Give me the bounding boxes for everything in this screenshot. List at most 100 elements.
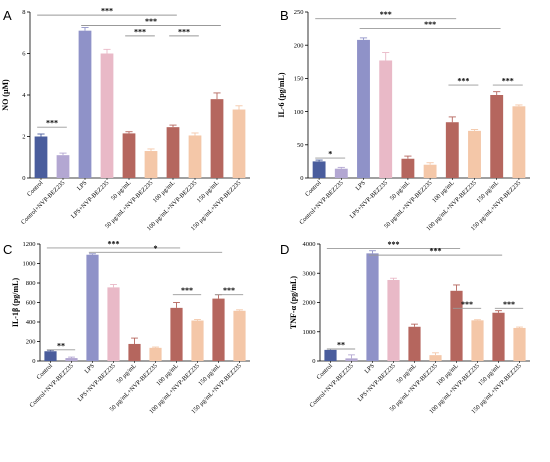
bar xyxy=(122,133,136,178)
bar xyxy=(128,343,141,361)
y-tick-label: 1000 xyxy=(303,329,316,336)
panel-label: C xyxy=(3,242,12,257)
chart-panel-c: C IL-1β (pg/mL) 0 200 400 600 800 1000 1200 Contr… xyxy=(3,239,250,415)
y-tick-label: 600 xyxy=(26,300,36,307)
bar xyxy=(166,127,180,178)
bar xyxy=(56,155,70,178)
significance-label: *** xyxy=(424,20,436,29)
significance-label: *** xyxy=(46,119,58,128)
bar xyxy=(366,253,379,361)
y-tick-label: 4 xyxy=(22,92,26,99)
significance-label: *** xyxy=(502,77,514,86)
y-tick-label: 4000 xyxy=(303,241,316,248)
y-tick-label: 8 xyxy=(22,9,25,16)
x-tick-label: Control xyxy=(35,362,54,381)
bar xyxy=(312,161,326,178)
significance-label: *** xyxy=(145,17,157,26)
y-axis-label: IL-1β (pg/mL) xyxy=(11,278,20,328)
significance-label: ** xyxy=(57,341,65,350)
bar xyxy=(34,136,48,178)
panel-label: B xyxy=(280,8,289,23)
y-tick-label: 150 xyxy=(294,76,304,83)
bar xyxy=(191,320,204,361)
y-tick-label: 1200 xyxy=(23,241,36,248)
bar xyxy=(233,310,246,361)
y-tick-label: 2000 xyxy=(303,300,316,307)
significance-label: *** xyxy=(461,300,473,309)
x-tick-label: LPS xyxy=(354,179,367,192)
x-tick-label: Control xyxy=(315,362,334,381)
y-tick-label: 200 xyxy=(294,42,304,49)
bar xyxy=(44,351,57,361)
significance-label: ** xyxy=(337,341,345,350)
y-tick-label: 0 xyxy=(312,358,315,365)
y-tick-label: 250 xyxy=(294,9,304,16)
significance-label: *** xyxy=(503,300,515,309)
x-tick-label: Control+NVP-BEZ235 xyxy=(298,179,345,226)
panel-label: D xyxy=(280,242,289,257)
bar xyxy=(324,349,337,361)
significance-label: *** xyxy=(430,247,442,256)
bar xyxy=(188,135,202,178)
bar xyxy=(86,254,99,361)
y-tick-label: 0 xyxy=(300,175,303,182)
x-tick-label: Control xyxy=(304,179,323,198)
x-tick-label: Control xyxy=(26,179,45,198)
significance-label: * xyxy=(154,244,158,253)
significance-label: *** xyxy=(223,286,235,295)
y-tick-label: 400 xyxy=(26,319,36,326)
bar xyxy=(149,347,162,361)
bar xyxy=(471,320,484,361)
significance-label: *** xyxy=(134,27,146,36)
significance-label: *** xyxy=(380,10,392,19)
x-tick-label: LPS xyxy=(363,362,376,375)
chart-panel-b: B IL-6 (pg/mL) 0 50 100 150 200 250 ControlContr… xyxy=(277,8,530,232)
y-tick-label: 3000 xyxy=(303,270,316,277)
y-tick-label: 200 xyxy=(26,339,36,346)
significance-label: *** xyxy=(178,27,190,36)
significance-label: * xyxy=(328,150,332,159)
y-tick-label: 50 xyxy=(297,142,304,149)
bar xyxy=(468,130,481,178)
bar xyxy=(212,298,225,361)
bar xyxy=(408,326,421,361)
bar xyxy=(65,358,78,361)
x-tick-label: LPS xyxy=(83,362,96,375)
bar xyxy=(423,164,437,178)
bar xyxy=(387,279,400,361)
x-tick-label: LPS xyxy=(76,179,89,192)
y-tick-label: 0 xyxy=(22,175,25,182)
y-tick-label: 6 xyxy=(22,51,26,58)
bar xyxy=(429,355,442,361)
panel-label: A xyxy=(3,8,12,23)
significance-label: *** xyxy=(108,239,120,248)
bar xyxy=(490,95,504,178)
x-tick-label: LPS+NVP-BEZ235 xyxy=(356,362,397,403)
significance-label: *** xyxy=(457,77,469,86)
significance-label: *** xyxy=(181,286,193,295)
bar xyxy=(492,312,505,361)
y-tick-label: 2 xyxy=(22,134,25,141)
bar xyxy=(334,168,348,178)
y-tick-label: 0 xyxy=(32,358,35,365)
bar xyxy=(78,30,92,178)
x-tick-label: LPS+NVP-BEZ235 xyxy=(76,362,117,403)
x-tick-label: Control+NVP-BEZ235 xyxy=(20,179,67,226)
y-tick-label: 800 xyxy=(26,280,36,287)
bar xyxy=(210,99,224,178)
y-axis-label: TNF-α (pg/mL) xyxy=(289,276,298,329)
y-tick-label: 1000 xyxy=(23,261,36,268)
y-axis-label: IL-6 (pg/mL) xyxy=(277,72,286,117)
bar xyxy=(232,109,246,178)
bar xyxy=(512,106,526,178)
bar xyxy=(401,158,415,178)
bar xyxy=(144,151,158,178)
significance-label: *** xyxy=(388,240,400,249)
y-axis-label: NO (μM) xyxy=(1,79,10,111)
bar xyxy=(100,53,114,178)
bar xyxy=(345,358,358,361)
bar xyxy=(513,327,526,361)
